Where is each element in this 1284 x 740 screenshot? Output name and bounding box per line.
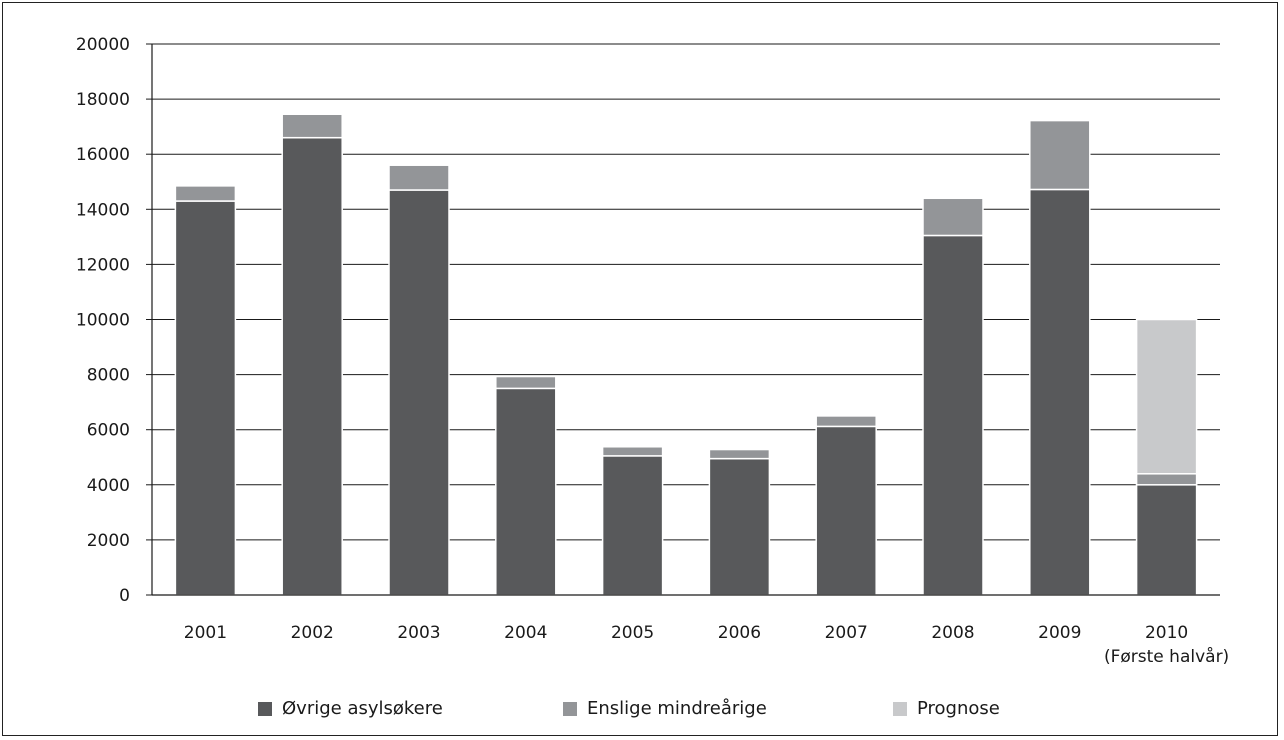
bar-segment-2004-s1 bbox=[495, 375, 557, 390]
bar-segment-2002-s1 bbox=[281, 113, 343, 139]
bar-segment-2007-s0 bbox=[815, 425, 877, 596]
y-tick-label: 2000 bbox=[87, 531, 130, 551]
legend: Øvrige asylsøkere Enslige mindreårige Pr… bbox=[0, 698, 1284, 722]
y-tick-label: 12000 bbox=[76, 255, 130, 275]
bar-segment-2006-s0 bbox=[708, 457, 771, 596]
legend-item-ovrige: Øvrige asylsøkere bbox=[258, 698, 443, 719]
y-tick-label: 10000 bbox=[76, 311, 130, 331]
legend-swatch-prognose bbox=[893, 701, 907, 716]
y-tick-label: 0 bbox=[119, 586, 130, 606]
bar-segment-2009-s1 bbox=[1029, 119, 1091, 191]
legend-label-enslige: Enslige mindreårige bbox=[587, 698, 767, 719]
y-tick-label: 16000 bbox=[76, 145, 130, 165]
bar-segment-2005-s1 bbox=[601, 446, 664, 457]
bar-segment-2008-s0 bbox=[922, 234, 984, 596]
legend-swatch-ovrige bbox=[258, 701, 272, 716]
bar-segment-2010-s2 bbox=[1135, 318, 1198, 475]
bar-segment-2001-s1 bbox=[174, 185, 237, 202]
x-tick-label: 2001 bbox=[184, 623, 227, 643]
y-tick-label: 4000 bbox=[87, 476, 130, 496]
x-tick-label: 2009 bbox=[1038, 623, 1081, 643]
y-axis-ticks: 0 2000 4000 6000 8000 10000 12000 14000 16000 180… bbox=[76, 35, 152, 606]
x-tick-sublabel: (Første halvår) bbox=[1104, 646, 1229, 667]
bar-segment-2006-s1 bbox=[708, 448, 771, 460]
y-tick-label: 18000 bbox=[76, 90, 130, 110]
x-tick-label: 2003 bbox=[397, 623, 440, 643]
legend-swatch-enslige bbox=[563, 701, 577, 716]
x-tick-label: 2005 bbox=[611, 623, 654, 643]
bar-segment-2003-s0 bbox=[388, 189, 450, 596]
bar-segment-2010-s1 bbox=[1135, 473, 1198, 486]
bar-segment-2004-s0 bbox=[495, 387, 557, 596]
y-tick-label: 8000 bbox=[87, 366, 130, 386]
bar-segment-2007-s1 bbox=[815, 415, 877, 428]
legend-item-enslige: Enslige mindreårige bbox=[563, 698, 767, 719]
x-tick-label: 2004 bbox=[504, 623, 547, 643]
y-tick-label: 6000 bbox=[87, 421, 130, 441]
x-tick-label: 2007 bbox=[825, 623, 868, 643]
x-tick-label: 2008 bbox=[931, 623, 974, 643]
y-tick-label: 20000 bbox=[76, 35, 130, 55]
bar-segment-2005-s0 bbox=[601, 455, 664, 596]
x-tick-label: 2002 bbox=[291, 623, 334, 643]
bar-segment-2009-s0 bbox=[1029, 188, 1091, 596]
bar-segment-2001-s0 bbox=[174, 200, 237, 596]
bar-segment-2010-s0 bbox=[1135, 484, 1198, 596]
y-tick-label: 14000 bbox=[76, 200, 130, 220]
legend-label-prognose: Prognose bbox=[917, 698, 1000, 719]
bar-segment-2003-s1 bbox=[388, 164, 450, 191]
legend-label-ovrige: Øvrige asylsøkere bbox=[282, 698, 443, 719]
x-tick-label: 2006 bbox=[718, 623, 761, 643]
legend-item-prognose: Prognose bbox=[893, 698, 1000, 719]
bar-segment-2008-s1 bbox=[922, 197, 984, 237]
bars bbox=[174, 113, 1198, 596]
x-axis-ticks: 2001 2002 2003 2004 2005 2006 2007 2008 2009 2010… bbox=[184, 623, 1229, 667]
x-tick-label: 2010 bbox=[1145, 623, 1188, 643]
bar-segment-2002-s0 bbox=[281, 136, 343, 596]
